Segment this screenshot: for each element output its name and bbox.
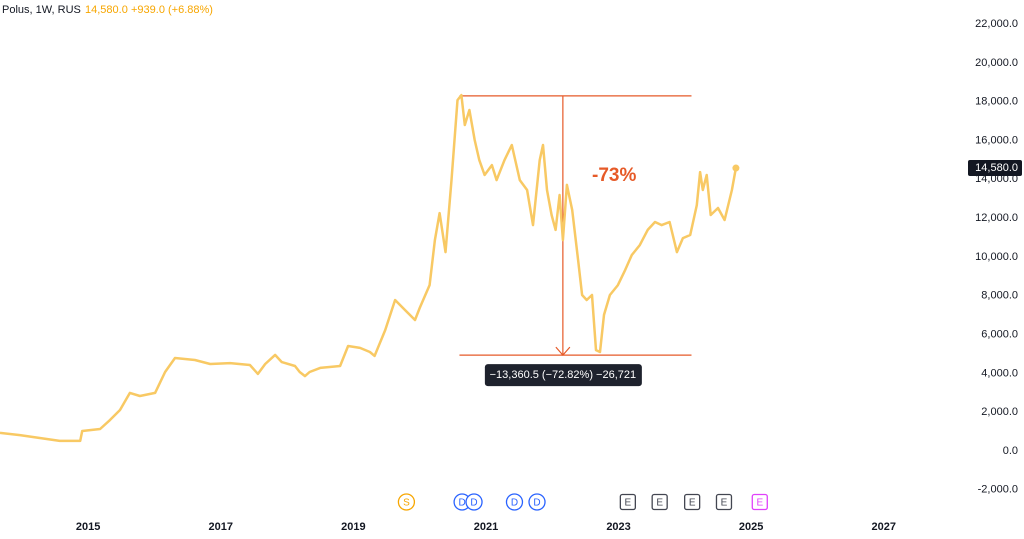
y-tick-label: 12,000.0 <box>975 212 1018 224</box>
last-point <box>732 164 740 172</box>
y-tick-label: 6,000.0 <box>981 328 1018 340</box>
arrow-head <box>555 346 571 357</box>
x-tick-label: 2023 <box>606 521 630 533</box>
event-marker <box>528 493 546 511</box>
y-tick-label: 4,000.0 <box>981 367 1018 379</box>
y-tick-label: -2,000.0 <box>978 484 1018 496</box>
event-marker <box>465 493 483 511</box>
y-tick-label: 14,000.0 <box>975 173 1018 185</box>
y-tick-label: 10,000.0 <box>975 251 1018 263</box>
event-label: E <box>721 498 728 509</box>
measure-box <box>484 364 642 387</box>
event-label: E <box>625 498 632 509</box>
event-label: E <box>656 498 663 509</box>
x-tick-label: 2015 <box>76 521 100 533</box>
event-marker <box>505 493 524 511</box>
x-tick-label: 2019 <box>341 521 365 533</box>
event-label: D <box>511 498 518 509</box>
event-label: D <box>458 498 465 509</box>
event-marker <box>397 493 416 511</box>
measure-annotation: -73% <box>592 165 636 186</box>
y-tick-label: 2,000.0 <box>981 406 1018 418</box>
event-marker <box>684 493 701 511</box>
event-marker <box>619 493 636 511</box>
x-tick-label: 2021 <box>474 521 498 533</box>
event-label: E <box>756 498 763 509</box>
x-tick-label: 2025 <box>739 521 763 533</box>
event-label: E <box>689 498 696 509</box>
y-tick-label: 16,000.0 <box>975 134 1018 146</box>
price: 14,580.0 <box>85 4 128 16</box>
y-tick-label: 18,000.0 <box>975 96 1018 108</box>
change: +939.0 (+6.88%) <box>131 4 213 16</box>
price-badge-label: 14,580.0 <box>975 162 1018 174</box>
event-label: S <box>403 498 410 509</box>
event-marker <box>751 493 768 511</box>
y-tick-label: 0.0 <box>1003 445 1018 457</box>
price-badge <box>968 160 1022 177</box>
measure-label: −13,360.5 (−72.82%) −26,721 <box>490 369 636 381</box>
y-tick-label: 22,000.0 <box>975 18 1018 30</box>
event-label: D <box>533 498 540 509</box>
event-marker <box>715 493 733 511</box>
price-line <box>0 93 738 443</box>
event-label: D <box>470 498 477 509</box>
event-marker <box>651 493 668 511</box>
x-tick-label: 2017 <box>209 521 233 533</box>
x-tick-label: 2027 <box>872 521 896 533</box>
symbol: Polus, 1W, RUS <box>2 4 81 16</box>
y-tick-label: 20,000.0 <box>975 57 1018 69</box>
y-tick-label: 8,000.0 <box>981 290 1018 302</box>
